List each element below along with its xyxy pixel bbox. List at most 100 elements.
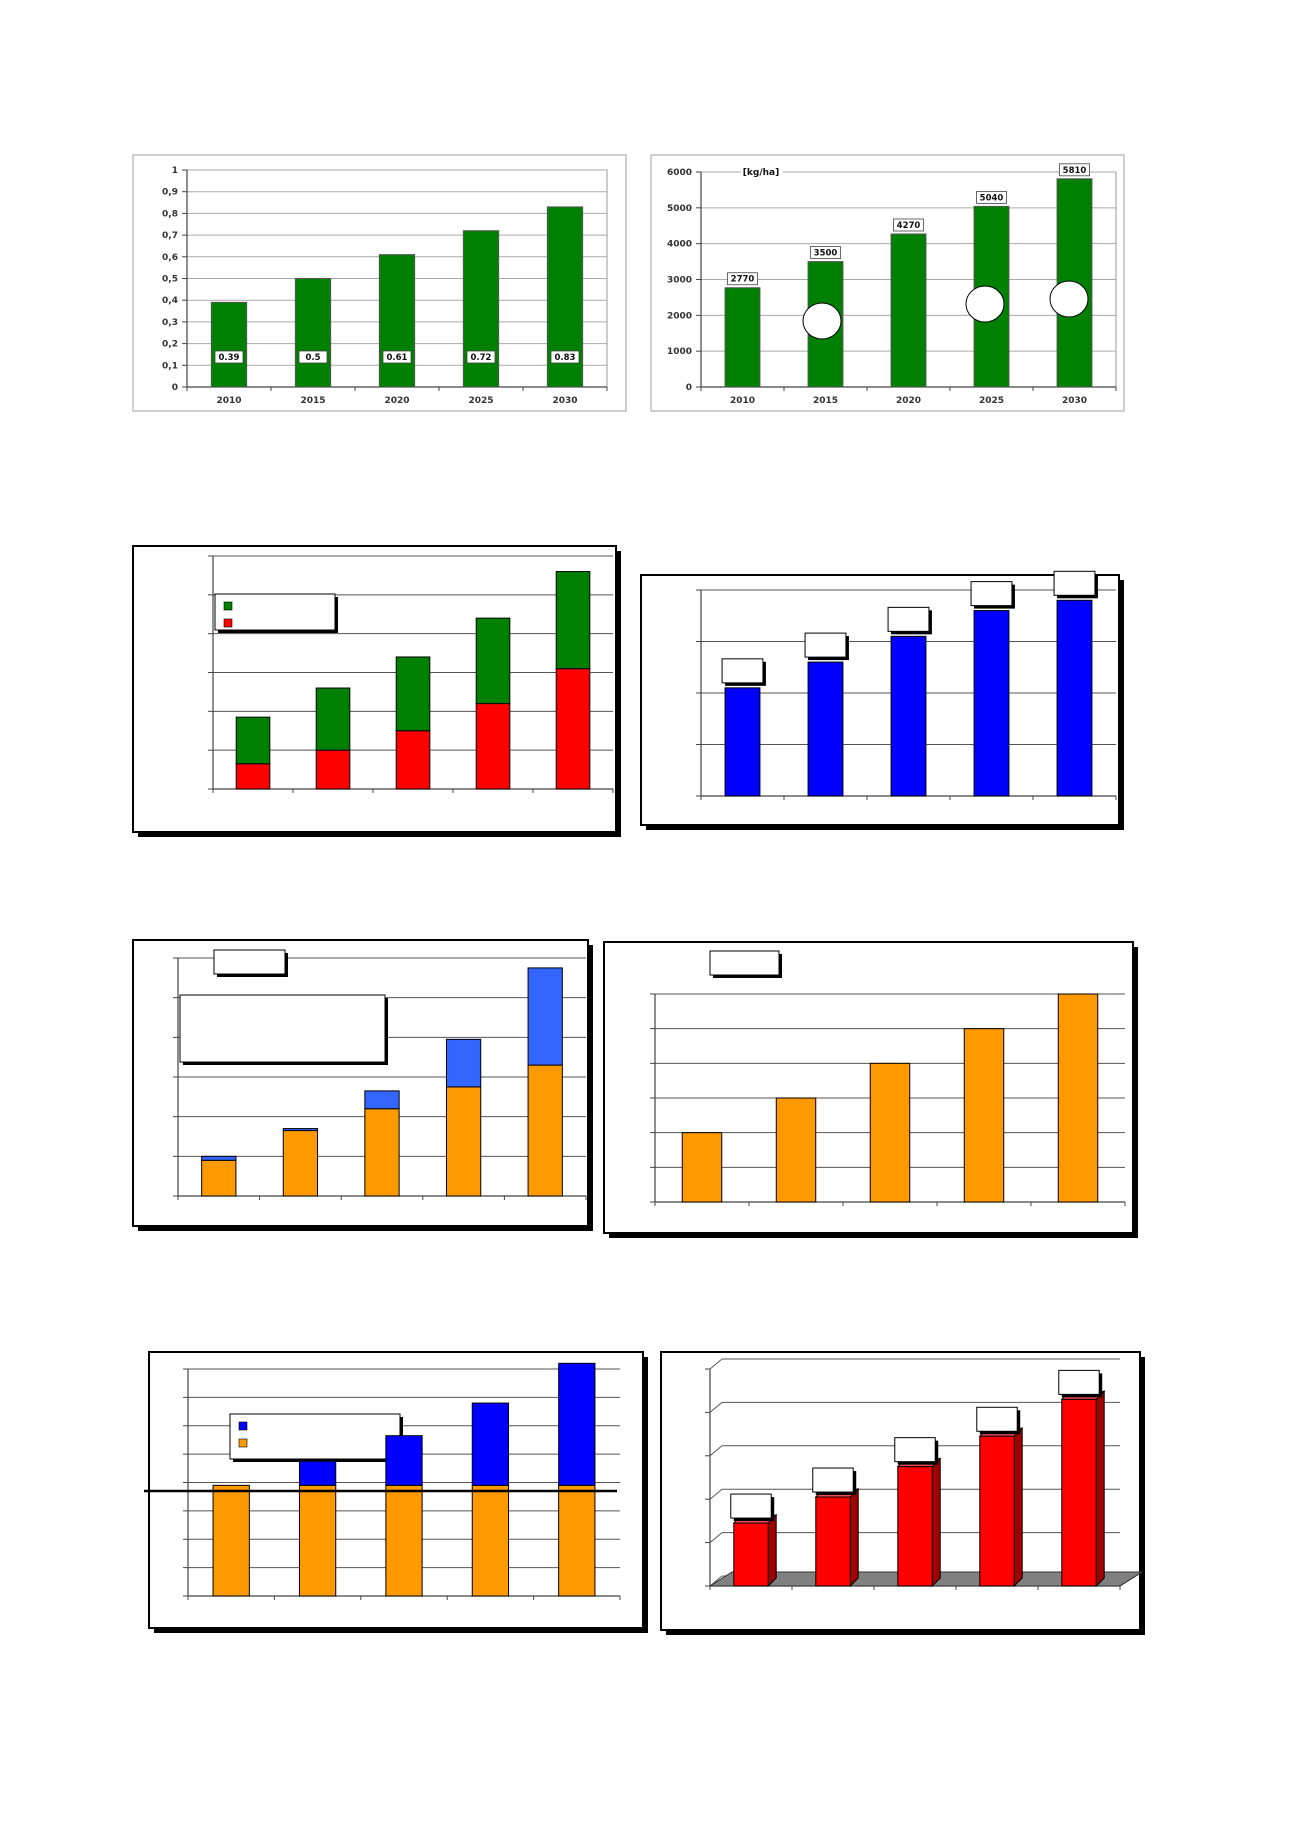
bar [979, 1435, 1015, 1587]
y-tick-label: 0,9 [162, 188, 178, 198]
chart-8 [660, 1351, 1145, 1635]
value-box [970, 581, 1013, 607]
bar [890, 635, 927, 797]
value-box [721, 658, 764, 684]
bar-segment [527, 967, 563, 1066]
data-label: 0.39 [219, 353, 240, 363]
bar-segment [395, 656, 431, 732]
value-box [1058, 1369, 1100, 1395]
bar [724, 287, 761, 388]
bar-segment [364, 1108, 400, 1197]
circle-marker [965, 285, 1005, 323]
data-label-box [727, 272, 758, 286]
chart-1: 0 0,1 0,2 0,3 0,4 0,5 0,6 0,7 0,8 0,9 1 2010 2015 202… [132, 154, 627, 412]
gridline-depth [709, 1488, 723, 1500]
data-label-box [382, 350, 412, 364]
data-label-box [214, 350, 244, 364]
y-tick-label: 0 [686, 383, 692, 393]
bar-segment [282, 1130, 319, 1197]
bar-segment [471, 1402, 510, 1486]
value-box [804, 632, 847, 658]
legend-swatch [238, 1438, 248, 1448]
y-tick-label: 0,8 [162, 209, 178, 219]
circle-marker [1049, 280, 1089, 318]
floor-edge [1119, 1571, 1143, 1587]
bar [807, 661, 844, 797]
chart-5 [132, 939, 593, 1231]
bar-side [931, 1457, 941, 1588]
bar [724, 687, 761, 797]
bar-segment [475, 703, 511, 790]
bar-segment [298, 1460, 337, 1486]
data-label-box [1059, 163, 1090, 177]
y-tick-label: 0,6 [162, 253, 178, 263]
bar-segment [445, 1038, 482, 1088]
y-tick-label: 2000 [667, 311, 692, 321]
legend-swatch [223, 601, 233, 611]
y-tick-label: 1000 [667, 347, 692, 357]
bar-side [767, 1513, 777, 1588]
bar [890, 233, 927, 388]
bar-segment [555, 571, 591, 670]
data-label-box [893, 218, 924, 232]
bar [294, 278, 332, 388]
unit-label: [kg/ha] [743, 168, 779, 178]
bar-segment [475, 617, 511, 705]
x-tick-label: 2015 [813, 396, 838, 406]
bar-segment [558, 1362, 596, 1486]
y-tick-label: 6000 [667, 168, 692, 178]
y-tick-label: 0,4 [162, 296, 178, 306]
bar-segment [212, 1484, 250, 1597]
bar [1057, 993, 1099, 1203]
bar-segment [201, 1155, 237, 1161]
bar-segment [235, 763, 271, 790]
y-tick-label: 0,7 [162, 231, 178, 241]
bar [973, 610, 1010, 797]
gridline-depth [709, 1445, 723, 1457]
legend-swatch [223, 618, 233, 628]
bar-segment [385, 1435, 423, 1486]
bar-segment [555, 668, 591, 790]
bar [462, 230, 500, 388]
data-label-box [810, 246, 841, 259]
y-tick-label: 0,3 [162, 318, 178, 328]
circle-marker [802, 302, 842, 340]
bar-segment [471, 1484, 510, 1597]
bar-segment [201, 1159, 237, 1197]
x-tick-label: 2030 [1062, 396, 1087, 406]
data-label-box [298, 350, 328, 364]
bar [681, 1132, 723, 1203]
bar [897, 1466, 933, 1587]
data-label-box [466, 350, 496, 364]
bar [1056, 599, 1093, 797]
legend [214, 593, 336, 631]
y-tick-label: 0,1 [162, 361, 178, 371]
bar-side [1013, 1427, 1023, 1588]
unit-label-bg [741, 166, 783, 178]
legend-swatch [238, 1421, 248, 1431]
chart-6 [603, 941, 1138, 1238]
bar-segment [364, 1090, 400, 1110]
legend [179, 994, 386, 1063]
x-tick-label: 2020 [384, 396, 409, 406]
x-tick-label: 2010 [730, 396, 755, 406]
data-label: 5810 [1063, 166, 1087, 176]
x-tick-label: 2015 [300, 396, 325, 406]
data-label: 0.83 [555, 353, 576, 363]
x-tick-label: 2025 [468, 396, 493, 406]
y-tick-label: 0 [172, 383, 178, 393]
gridline-depth [709, 1358, 723, 1370]
bar-side [849, 1487, 859, 1588]
data-label: 4270 [897, 221, 921, 231]
bar-segment [385, 1484, 423, 1597]
chart-frame [640, 574, 1120, 826]
bar [963, 1028, 1005, 1203]
x-tick-label: 2025 [979, 396, 1004, 406]
value-box [887, 606, 930, 632]
x-tick-label: 2010 [216, 396, 241, 406]
data-label: 3500 [814, 249, 838, 259]
y-tick-label: 5000 [667, 204, 692, 214]
chart-4 [640, 570, 1124, 830]
gridline-depth [709, 1402, 723, 1413]
